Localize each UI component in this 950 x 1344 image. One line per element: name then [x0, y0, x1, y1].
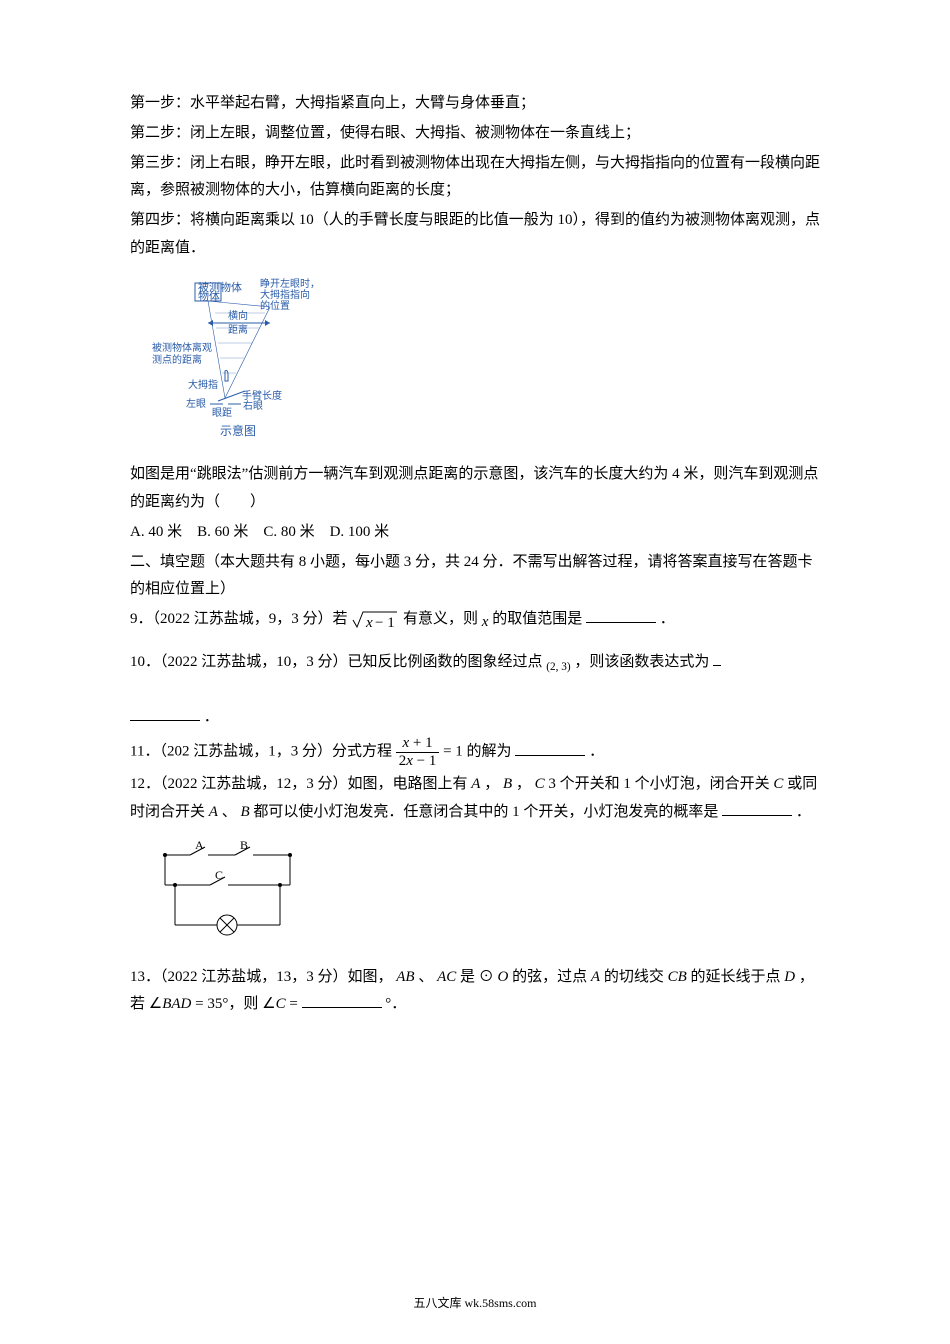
q13-D: D	[784, 969, 795, 985]
q12-C1: C	[535, 776, 545, 792]
svg-text:− 1: − 1	[375, 615, 395, 631]
q12-A1: A	[471, 776, 480, 792]
q12-c1: ，	[484, 776, 499, 792]
diagram-label-right-eye: 右眼	[243, 399, 263, 412]
step-3-text: 第三步：闭上右眼，睁开左眼，此时看到被测物体出现在大拇指左侧，与大拇指指向的位置…	[130, 150, 820, 206]
q13-mid3: 的切线交	[604, 969, 668, 985]
diagram-label-open-left: 睁开左眼时，	[260, 277, 320, 290]
q11-blank	[515, 741, 585, 756]
q12-blank	[722, 801, 792, 816]
q10-point: (2, 3)	[546, 661, 570, 673]
q11-prefix: 11．（202 江苏盐城，1，3 分）分式方程	[130, 744, 396, 760]
diagram-label-left-eye: 左眼	[186, 397, 206, 410]
q12-2c: 都可以使小灯泡发亮．任意闭合其中的 1 个开关，小灯泡发亮的概率是	[253, 804, 718, 820]
circuit-diagram: A B C	[150, 835, 820, 956]
q13-sep1: 、	[418, 969, 433, 985]
q13-prefix: 13．（2022 江苏盐城，13，3 分）如图，	[130, 969, 393, 985]
thumb-diagram-svg: 被测物体 物体 睁开左眼时， 大拇指指向 的位置 横向 距离 被测物体离观 测点…	[150, 273, 360, 443]
thumb-diagram: 被测物体 物体 睁开左眼时， 大拇指指向 的位置 横向 距离 被测物体离观 测点…	[150, 273, 360, 454]
q9-period: ．	[660, 611, 675, 627]
circuit-svg: A B C	[150, 835, 305, 945]
diagram-label-dist: 距离	[228, 323, 248, 336]
q13: 13．（2022 江苏盐城，13，3 分）如图， AB 、 AC 是 ⊙ O 的…	[130, 964, 820, 1020]
q13-eq35: = 35°，则	[195, 996, 262, 1012]
q11-fraction: x + 1 2x − 1	[396, 735, 440, 769]
q13-mid4: 的延长线于点	[691, 969, 785, 985]
q10: 10．（2022 江苏盐城，10，3 分）已知反比例函数的图象经过点 (2, 3…	[130, 649, 820, 678]
q12-B1: B	[503, 776, 512, 792]
q13-eq: =	[289, 996, 301, 1012]
q11-eq: = 1 的解为	[443, 744, 511, 760]
page-footer: 五八文库 wk.58sms.com	[0, 1292, 950, 1314]
diagram-label-eye-dist: 眼距	[212, 407, 232, 419]
q9-mid: 有意义，则	[403, 611, 482, 627]
q10-line2: ．	[130, 704, 820, 732]
q10-suffix1: ，则该函数表达式为	[574, 654, 709, 670]
q13-angle2: ∠C	[262, 996, 285, 1012]
q13-blank	[302, 993, 382, 1008]
diagram-label-thumb: 大拇指	[188, 378, 218, 391]
q10-underline-wrap	[713, 665, 721, 666]
q12-2b: 、	[222, 804, 237, 820]
diagram-label-horiz: 横向	[228, 309, 248, 322]
circuit-A: A	[195, 838, 204, 852]
q9-var: x	[482, 614, 489, 630]
diagram-label-distobs2: 测点的距离	[152, 353, 202, 366]
circuit-B: B	[240, 838, 248, 852]
q12-c2: ，	[516, 776, 531, 792]
q10-prefix: 10．（2022 江苏盐城，10，3 分）已知反比例函数的图象经过点	[130, 654, 546, 670]
q12: 12．（2022 江苏盐城，12，3 分）如图，电路图上有 A ， B ， C …	[130, 771, 820, 827]
q8-body: 如图是用“跳眼法”估测前方一辆汽车到观测点距离的示意图，该汽车的长度大约为 4 …	[130, 461, 820, 517]
step-1-text: 第一步：水平举起右臂，大拇指紧直向上，大臂与身体垂直；	[130, 90, 820, 118]
q13-AC: AC	[437, 969, 456, 985]
diagram-caption: 示意图	[220, 423, 256, 438]
q11: 11．（202 江苏盐城，1，3 分）分式方程 x + 1 2x − 1 = 1…	[130, 735, 820, 769]
diagram-label-position: 的位置	[260, 299, 290, 312]
circuit-C: C	[215, 868, 223, 882]
q9-blank	[586, 608, 656, 623]
q12-B2: B	[240, 804, 249, 820]
diagram-label-distobs1: 被测物体离观	[152, 341, 212, 354]
q10-period: ．	[204, 709, 219, 725]
section-2-header: 二、填空题（本大题共有 8 小题，每小题 3 分，共 24 分．不需写出解答过程…	[130, 549, 820, 605]
q13-mid1: 是 ⊙	[460, 969, 494, 985]
q13-mid2: 的弦，过点	[512, 969, 591, 985]
q9: 9．（2022 江苏盐城，9，3 分）若 x − 1 有意义，则 x 的取值范围…	[130, 606, 820, 637]
q10-blank	[130, 706, 200, 721]
diagram-label-thumb-point: 大拇指指向	[260, 288, 310, 301]
q8-options: A. 40 米 B. 60 米 C. 80 米 D. 100 米	[130, 519, 820, 547]
q9-prefix: 9．（2022 江苏盐城，9，3 分）若	[130, 611, 351, 627]
q12-C2: C	[773, 776, 783, 792]
q13-AB: AB	[396, 969, 414, 985]
q12-A2: A	[209, 804, 218, 820]
q9-suffix: 的取值范围是	[492, 611, 582, 627]
q13-angle1: ∠BAD	[149, 996, 192, 1012]
q11-period: ．	[589, 744, 604, 760]
q13-CB: CB	[668, 969, 687, 985]
svg-text:x: x	[365, 615, 373, 631]
step-4-text: 第四步：将横向距离乘以 10（人的手臂长度与眼距的比值一般为 10），得到的值约…	[130, 207, 820, 263]
sqrt-expr: x − 1	[351, 606, 399, 634]
q12-period: ．	[796, 804, 811, 820]
q12-1b: 3 个开关和 1 个小灯泡，闭合开关	[548, 776, 773, 792]
q12-1a: 12．（2022 江苏盐城，12，3 分）如图，电路图上有	[130, 776, 471, 792]
step-2-text: 第二步：闭上左眼，调整位置，使得右眼、大拇指、被测物体在一条直线上；	[130, 120, 820, 148]
q13-A: A	[591, 969, 600, 985]
q13-deg: °．	[385, 996, 406, 1012]
q13-O: O	[498, 969, 509, 985]
